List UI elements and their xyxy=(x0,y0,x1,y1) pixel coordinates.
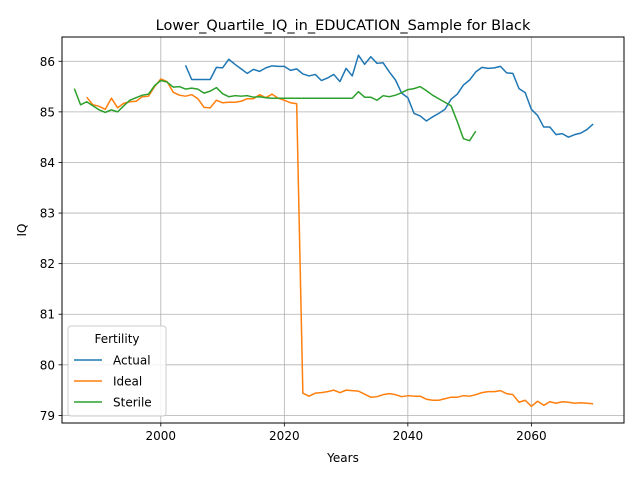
y-tick-label: 85 xyxy=(40,105,55,119)
legend-label-ideal: Ideal xyxy=(113,375,142,389)
series-line-ideal xyxy=(86,78,594,408)
y-tick-label: 82 xyxy=(40,257,55,271)
plot-frame xyxy=(61,36,625,424)
y-tick-label: 84 xyxy=(40,156,55,170)
y-tick-label: 80 xyxy=(40,358,55,372)
legend-label-sterile: Sterile xyxy=(113,396,152,410)
axis-ticks: 2000 2020 2040 2060 79 80 81 82 83 84 85 86 xyxy=(40,55,547,443)
y-tick-label: 83 xyxy=(40,207,55,221)
series-layer xyxy=(73,54,594,408)
y-tick-label: 81 xyxy=(40,308,55,322)
chart-title: Lower_Quartile_IQ_in_EDUCATION_Sample fo… xyxy=(156,18,531,34)
legend: Fertility Actual Ideal Sterile xyxy=(67,325,167,417)
series-line-actual xyxy=(184,54,594,138)
legend-title: Fertility xyxy=(94,332,139,346)
y-tick-label: 79 xyxy=(40,409,55,423)
legend-box xyxy=(67,325,167,417)
x-axis-label: Years xyxy=(326,451,359,465)
x-tick-label: 2060 xyxy=(516,429,547,443)
series-line-sterile xyxy=(73,79,477,142)
grid xyxy=(62,37,624,423)
y-axis-label: IQ xyxy=(15,224,29,237)
legend-label-actual: Actual xyxy=(113,354,151,368)
x-tick-label: 2000 xyxy=(146,429,177,443)
y-tick-label: 86 xyxy=(40,55,55,69)
legend-items: Actual Ideal Sterile xyxy=(74,354,152,410)
x-tick-label: 2040 xyxy=(393,429,424,443)
x-tick-label: 2020 xyxy=(269,429,300,443)
